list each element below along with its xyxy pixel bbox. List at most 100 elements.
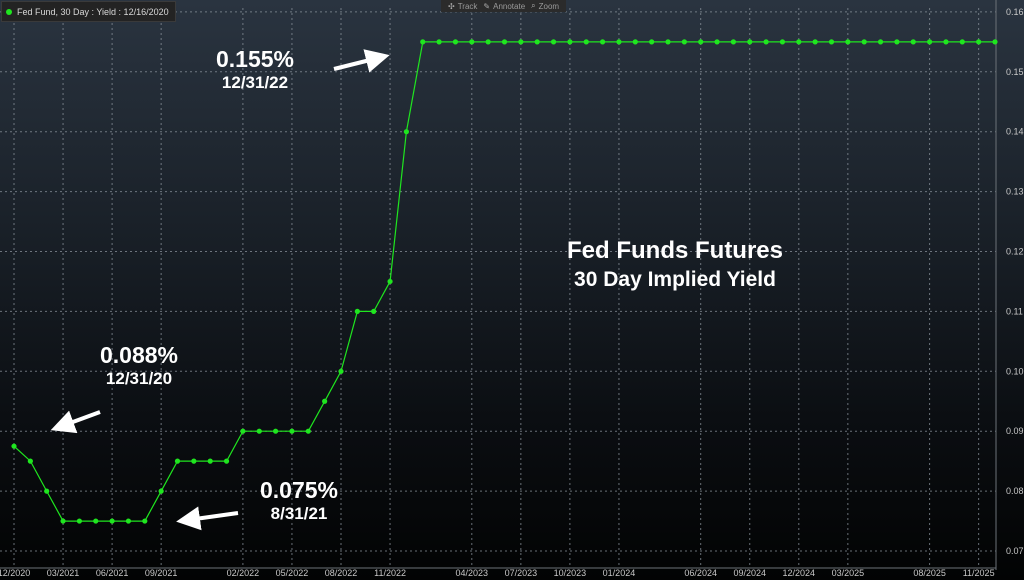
magnifier-icon: ⌕ [531, 1, 536, 10]
data-point [322, 398, 328, 404]
data-point [240, 428, 246, 434]
data-point [518, 39, 524, 45]
data-point [616, 39, 622, 45]
data-point [125, 518, 132, 524]
series-legend[interactable]: Fed Fund, 30 Day : Yield : 12/16/2020 [1, 1, 176, 22]
y-tick-label: 0.07 [1006, 546, 1024, 556]
legend-label: Fed Fund, 30 Day : Yield : 12/16/2020 [17, 6, 169, 17]
x-tick-label: 10/2023 [554, 568, 587, 578]
y-tick-label: 0.16 [1006, 7, 1024, 17]
x-tick-label: 07/2023 [505, 568, 538, 578]
y-tick-label: 0.09 [1006, 426, 1024, 436]
x-tick-label: 09/2021 [145, 568, 178, 578]
data-point [191, 458, 197, 464]
data-point [158, 488, 164, 494]
annotation-value: 0.088% [100, 342, 179, 368]
x-tick-label: 01/2024 [603, 568, 636, 578]
x-tick-label: 12/2020 [0, 568, 30, 578]
data-point [779, 39, 786, 45]
data-point [403, 129, 409, 135]
data-point [387, 278, 393, 285]
y-tick-label: 0.11 [1006, 306, 1023, 316]
data-point [943, 39, 949, 45]
data-point [877, 39, 884, 45]
data-point [11, 443, 17, 449]
x-tick-label: 06/2024 [684, 568, 717, 578]
data-point [534, 39, 540, 45]
data-point [256, 428, 262, 434]
data-point [27, 458, 33, 464]
data-point [747, 39, 753, 45]
data-point [44, 488, 50, 494]
chart-toolbar: ✣ Track ✎ Annotate ⌕ Zoom [441, 0, 567, 12]
annotation-date: 12/31/20 [105, 369, 173, 388]
data-point [583, 39, 589, 45]
data-point [174, 458, 181, 464]
annotation-value: 0.075% [260, 477, 339, 503]
data-point [469, 39, 475, 45]
data-point [109, 518, 115, 524]
data-point [550, 39, 557, 45]
data-point [828, 39, 835, 45]
data-point [93, 518, 99, 524]
x-tick-label: 04/2023 [456, 568, 489, 578]
data-point [223, 458, 230, 464]
data-point [60, 518, 66, 524]
data-point [796, 39, 802, 45]
x-tick-label: 02/2022 [227, 568, 260, 578]
zoom-label: Zoom [538, 1, 560, 11]
annotation-date: 8/31/21 [270, 504, 328, 523]
x-tick-label: 12/2024 [783, 568, 816, 578]
track-button[interactable]: ✣ Track [448, 2, 477, 11]
data-point [681, 39, 687, 45]
data-point [76, 518, 82, 524]
data-point [207, 458, 213, 464]
x-tick-label: 11/2025 [963, 568, 995, 578]
x-tick-label: 11/2022 [374, 568, 406, 578]
x-tick-label: 03/2021 [47, 568, 80, 578]
y-tick-label: 0.15 [1006, 67, 1024, 77]
data-point [927, 39, 933, 45]
chart-title-block: Fed Funds Futures 30 Day Implied Yield [560, 236, 790, 294]
data-point [338, 368, 344, 374]
annotation-dec-2020: 0.088% 12/31/20 [100, 342, 178, 389]
data-point [665, 39, 671, 45]
data-point [485, 39, 491, 45]
data-point [289, 428, 295, 434]
x-tick-label: 08/2025 [913, 568, 946, 578]
pencil-icon: ✎ [483, 1, 491, 11]
data-point [452, 39, 459, 45]
chart-title: Fed Funds Futures [567, 237, 783, 264]
data-point [812, 39, 818, 45]
x-tick-label: 09/2024 [733, 568, 766, 578]
y-tick-label: 0.12 [1006, 247, 1024, 257]
crosshair-icon: ✣ [448, 1, 455, 11]
annotation-value: 0.155% [216, 46, 295, 72]
data-point [763, 39, 769, 45]
y-tick-label: 0.08 [1006, 486, 1024, 496]
y-tick-label: 0.14 [1006, 127, 1024, 137]
track-label: Track [457, 1, 478, 11]
data-point [992, 39, 998, 45]
annotation-date: 12/31/22 [221, 73, 289, 92]
annotate-button[interactable]: ✎ Annotate [483, 2, 525, 11]
data-point [567, 39, 573, 45]
data-point [845, 39, 851, 45]
data-point [142, 518, 148, 524]
y-tick-label: 0.10 [1006, 366, 1024, 376]
data-point [305, 428, 311, 434]
annotate-label: Annotate [493, 1, 526, 11]
zoom-button[interactable]: ⌕ Zoom [531, 1, 559, 11]
data-point [354, 308, 360, 314]
x-tick-label: 08/2022 [325, 568, 358, 578]
x-tick-label: 05/2022 [276, 568, 309, 578]
data-point [420, 39, 426, 45]
annotation-dec-2022: 0.155% 12/31/22 [216, 46, 294, 93]
data-point [371, 308, 377, 314]
data-point [649, 39, 655, 45]
legend-marker-icon [6, 8, 12, 15]
y-tick-label: 0.13 [1006, 187, 1024, 197]
data-point [861, 39, 867, 45]
